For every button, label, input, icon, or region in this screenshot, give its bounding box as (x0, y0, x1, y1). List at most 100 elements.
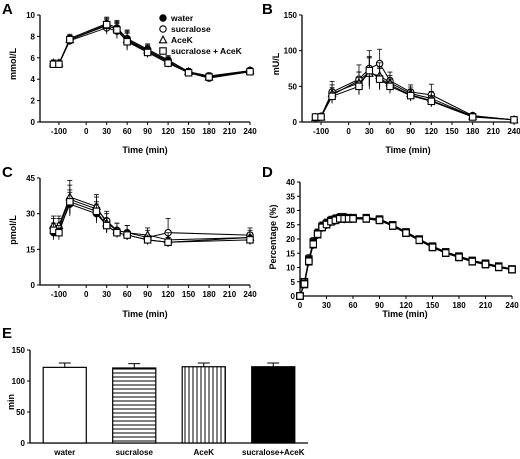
plot-area-a: 0 2 4 6 8 10 -100 0 30 60 90 120 150 180 210 240 (26, 11, 257, 136)
y-tick-label: 100 (284, 47, 298, 56)
bar-water: water (42, 362, 87, 457)
series-line (53, 201, 251, 243)
data-point (386, 82, 394, 91)
category-label: sucralose (116, 448, 154, 457)
plot-area-d: 0 5 10 15 20 25 30 35 40 0 30 60 90 120 150 180 210 240 (286, 178, 519, 310)
data-point (375, 75, 384, 83)
x-tick-label: 60 (386, 127, 395, 136)
data-point (388, 222, 397, 230)
legend: water sucralose AceK sucralose + AceK (170, 13, 243, 56)
data-point (365, 66, 374, 75)
y-tick-label: 150 (12, 346, 26, 355)
x-axis-label-c: Time (min) (122, 309, 167, 319)
data-point (102, 20, 111, 29)
data-point (428, 243, 437, 252)
data-point (441, 249, 450, 257)
data-point (313, 230, 322, 238)
data-point (349, 215, 357, 223)
y-tick-label: 0 (21, 439, 26, 448)
series-acek (310, 57, 519, 124)
data-point (66, 198, 74, 206)
data-point (375, 216, 384, 224)
bar-sucralose: sucralose (112, 363, 157, 457)
x-tick-label: 120 (161, 127, 175, 136)
x-axis-label-d: Time (min) (382, 309, 427, 319)
category-label: sucralose+AceK (242, 448, 305, 457)
x-tick-label: 150 (445, 127, 459, 136)
x-axis-label-a: Time (min) (122, 145, 167, 155)
y-tick-label: 45 (26, 174, 35, 183)
y-axis-label-c: pmol/L (8, 215, 18, 245)
data-point (55, 228, 63, 237)
legend-marker (159, 14, 167, 22)
data-point (246, 236, 254, 244)
data-point (164, 238, 172, 246)
x-tick-label: 180 (466, 127, 480, 136)
x-tick-label: 30 (322, 301, 331, 310)
data-point (362, 215, 370, 223)
data-point (164, 59, 172, 67)
legend-markers (158, 14, 168, 55)
series-line (315, 71, 515, 121)
y-tick-label: 4 (31, 75, 36, 84)
x-tick-label: 240 (243, 127, 257, 136)
data-point (427, 97, 436, 106)
data-point (510, 116, 518, 124)
data-point (481, 260, 490, 269)
x-tick-label: 0 (346, 127, 351, 136)
x-tick-label: 180 (202, 290, 216, 299)
panel-e: E min (2, 325, 16, 410)
series-sucralose-acek (49, 17, 254, 81)
y-tick-label: 0 (293, 118, 298, 127)
data-point (92, 207, 101, 216)
svg-text:sucralose + AceK: sucralose + AceK (171, 46, 243, 56)
data-point (102, 221, 111, 230)
x-tick-label: 0 (84, 127, 89, 136)
panel-label-e: E (2, 325, 12, 342)
data-point (355, 82, 363, 91)
data-point (468, 257, 476, 266)
y-tick-label: 15 (286, 249, 295, 258)
plot-area-e: 0 50 100 150 water sucralose AceK sucralose+Ace… (12, 346, 308, 457)
x-tick-label: 90 (406, 127, 415, 136)
svg-text:AceK: AceK (171, 35, 194, 45)
data-point (184, 69, 193, 77)
bar (112, 367, 157, 444)
data-point (305, 257, 313, 265)
panel-d: D Percentage (%) Time (min) (262, 164, 428, 319)
category-label: AceK (194, 448, 215, 457)
y-tick-label: 25 (286, 221, 295, 230)
x-tick-label: 30 (102, 290, 111, 299)
x-tick-label: 30 (102, 127, 111, 136)
svg-text:min: min (6, 394, 16, 410)
x-tick-label: 240 (507, 127, 520, 136)
legend-entry-water: water (170, 13, 194, 23)
x-tick-label: 210 (487, 127, 501, 136)
y-axis-label-b: mU/L (271, 52, 281, 75)
x-tick-label: 210 (479, 301, 493, 310)
data-point (494, 263, 503, 271)
y-axis-label-d: Percentage (%) (268, 204, 278, 269)
x-tick-label: 90 (375, 301, 384, 310)
bar (42, 366, 87, 444)
x-tick-label: 180 (202, 127, 216, 136)
x-tick-label: 90 (143, 127, 152, 136)
panel-b: B mU/L Time (min) (262, 1, 431, 155)
legend-marker (158, 35, 168, 44)
data-point (415, 236, 423, 244)
panel-a: A mmol/L Time (min) (2, 1, 168, 155)
y-tick-label: 2 (31, 97, 36, 106)
x-tick-label: 180 (452, 301, 466, 310)
x-tick-label: 210 (223, 290, 237, 299)
series-series-4 (296, 214, 516, 300)
y-tick-label: 30 (26, 210, 35, 219)
y-tick-label: 15 (26, 245, 35, 254)
x-tick-label: 0 (298, 301, 303, 310)
x-tick-label: 120 (425, 127, 439, 136)
x-tick-label: 150 (182, 290, 196, 299)
y-tick-label: 20 (286, 235, 295, 244)
data-point (123, 37, 131, 46)
y-tick-label: 5 (291, 278, 296, 287)
data-point (317, 113, 325, 121)
